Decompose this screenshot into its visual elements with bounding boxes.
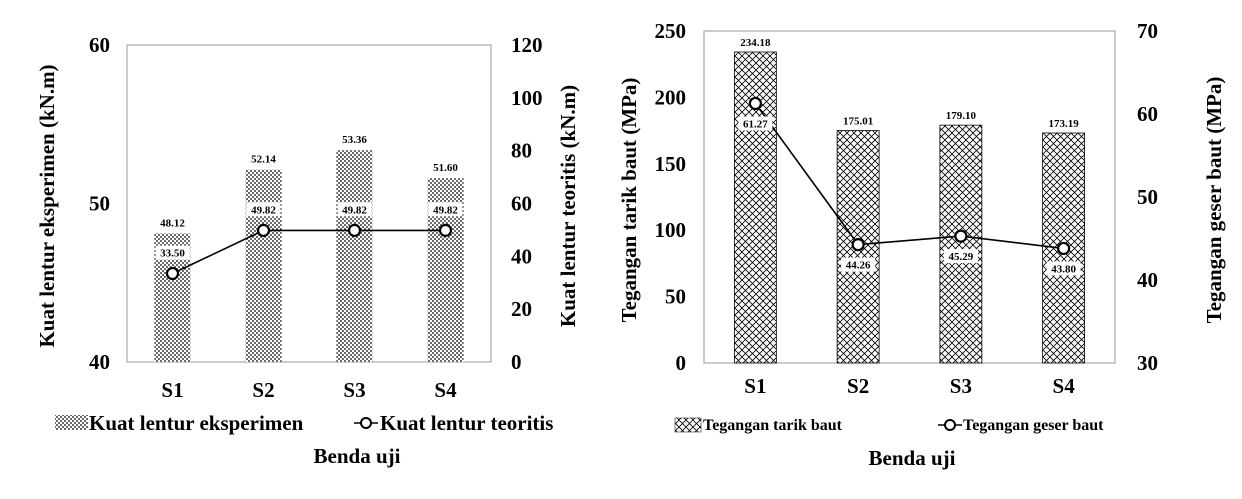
- y-right-tick-label: 120: [511, 33, 543, 57]
- line-marker: [347, 223, 362, 237]
- line-data-label: 61.27: [743, 118, 768, 130]
- legend-label-line: Tegangan geser baut: [963, 417, 1104, 434]
- legend-label-bar: Kuat lentur eksperimen: [89, 411, 304, 435]
- bar-data-label: 175.01: [843, 116, 873, 128]
- y-left-tick-label: 50: [89, 192, 110, 216]
- line-marker: [851, 238, 865, 252]
- left-axis-title: Kuat lentur eksperimen (kN.m): [35, 64, 59, 347]
- y-right-tick-label: 30: [1137, 351, 1158, 375]
- line-marker: [256, 223, 271, 237]
- y-right-tick-label: 20: [511, 297, 532, 321]
- line-marker: [1057, 241, 1071, 256]
- y-right-tick-label: 50: [1137, 185, 1158, 209]
- bar-data-label: 179.10: [946, 110, 977, 122]
- line-data-label-bg: [841, 257, 876, 272]
- x-axis-title: Benda uji: [314, 444, 401, 468]
- line-data-label: 49.82: [433, 204, 458, 216]
- chart-1: 48.12 52.14 53.36 51.60 33.50 49.82 49.82 49.8…: [35, 33, 580, 468]
- line-data-label-bg: [738, 116, 773, 131]
- plot-area-frame: [126, 44, 492, 363]
- bar-data-label: 51.60: [433, 162, 458, 174]
- series-line: [754, 102, 1064, 250]
- series-line: [172, 229, 446, 275]
- y-left-tick-label: 0: [676, 351, 687, 375]
- line-marker: [438, 223, 453, 237]
- x-tick-label: S3: [950, 374, 972, 398]
- y-right-tick-label: 60: [511, 192, 532, 216]
- x-tick-label: S2: [847, 374, 869, 398]
- y-left-tick-label: 150: [655, 152, 687, 176]
- y-left-tick-label: 100: [655, 218, 687, 242]
- x-tick-label: S1: [161, 378, 183, 402]
- bar: [336, 150, 373, 362]
- line-data-label-bg: [1046, 261, 1081, 276]
- y-left-tick-label: 250: [655, 19, 687, 43]
- legend: Tegangan tarik baut Tegangan geser baut: [674, 417, 1104, 434]
- x-tick-label: S4: [1053, 374, 1076, 398]
- right-axis-title: Tegangan geser baut (MPa): [1202, 77, 1226, 324]
- line-data-label: 49.82: [342, 204, 367, 216]
- bar-data-label: 53.36: [342, 134, 367, 146]
- line-data-label-bg: [428, 202, 463, 217]
- line-data-label: 45.29: [949, 251, 974, 263]
- bar: [939, 124, 983, 364]
- y-right-tick-label: 100: [511, 86, 543, 110]
- y-left-tick-label: 200: [655, 85, 687, 109]
- y-right-tick-label: 60: [1137, 102, 1158, 126]
- bar: [836, 130, 880, 364]
- y-left-tick-label: 60: [89, 33, 110, 57]
- line-data-label: 43.80: [1051, 263, 1076, 275]
- x-tick-label: S3: [343, 378, 365, 402]
- line-data-label-bg: [246, 202, 281, 217]
- x-tick-label: S2: [252, 378, 274, 402]
- y-right-tick-label: 0: [511, 350, 522, 374]
- bar-data-label: 48.12: [160, 217, 185, 229]
- line-data-label-bg: [337, 202, 372, 217]
- line-data-label: 49.82: [251, 204, 276, 216]
- x-tick-label: S1: [744, 374, 766, 398]
- bar-data-label: 234.18: [740, 37, 771, 49]
- legend-swatch-marker: [944, 419, 956, 431]
- chart-2: 234.18 175.01 179.10 173.19 61.27 44.26 45.29…: [617, 19, 1226, 470]
- y-right-tick-label: 40: [511, 244, 532, 268]
- line-data-label-bg: [155, 245, 190, 260]
- line-marker: [954, 229, 968, 243]
- right-axis-title: Kuat lentur teoritis (kN.m): [556, 85, 580, 327]
- line-data-label: 33.50: [160, 248, 185, 260]
- y-right-tick-label: 40: [1137, 268, 1158, 292]
- legend-swatch-bar: [674, 417, 702, 433]
- line-marker: [165, 266, 180, 281]
- x-tick-label: S4: [434, 378, 457, 402]
- y-right-tick-label: 80: [511, 139, 532, 163]
- y-left-tick-label: 50: [665, 285, 686, 309]
- legend-label-line: Kuat lentur teoritis: [380, 411, 553, 435]
- legend-swatch-marker: [360, 417, 372, 429]
- y-right-tick-label: 70: [1137, 19, 1158, 43]
- line-data-label: 44.26: [846, 260, 871, 272]
- legend: Kuat lentur eksperimen Kuat lentur teori…: [55, 411, 553, 435]
- legend-swatch-bar: [55, 415, 88, 430]
- legend-label-bar: Tegangan tarik baut: [703, 417, 843, 434]
- line-marker: [748, 96, 762, 111]
- x-axis-title: Benda uji: [869, 446, 956, 470]
- bar: [245, 169, 282, 362]
- bar-data-label: 52.14: [251, 154, 276, 166]
- line-data-label-bg: [943, 249, 978, 264]
- y-left-tick-label: 40: [89, 350, 110, 374]
- left-axis-title: Tegangan tarik baut (MPa): [617, 78, 641, 323]
- bar-data-label: 173.19: [1049, 118, 1080, 130]
- plot-area-frame: [703, 30, 1116, 364]
